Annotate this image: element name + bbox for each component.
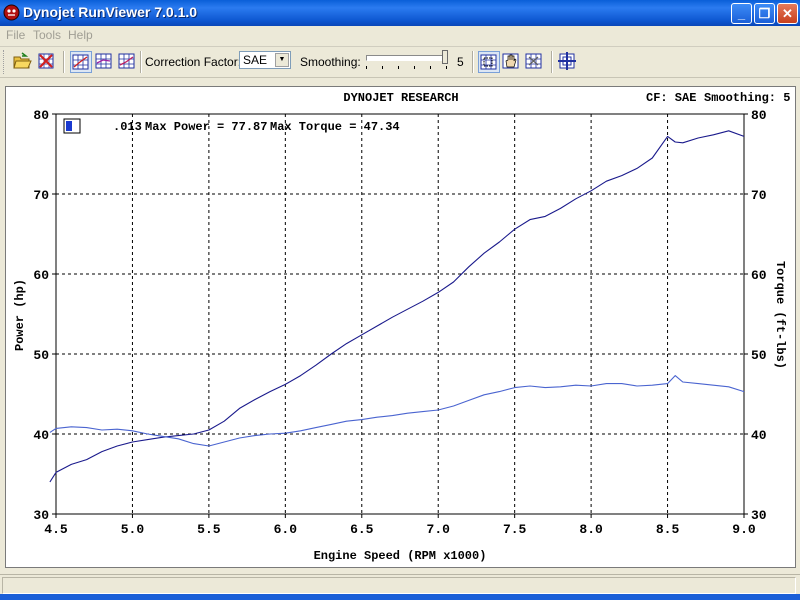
y2-tick-labels: 30 40 50 60 70 80 — [744, 108, 767, 523]
y-tick-labels: 30 40 50 60 70 80 — [33, 108, 56, 523]
y2-tick-label: 30 — [751, 508, 767, 523]
x-tick-label: 9.0 — [732, 522, 756, 537]
smoothing-label: Smoothing: — [300, 55, 361, 69]
y2-tick-label: 70 — [751, 188, 767, 203]
power-curve — [49, 130, 745, 483]
open-file-icon — [13, 52, 32, 69]
taskbar-edge — [0, 594, 800, 600]
menu-bar: File Tools Help — [0, 26, 800, 47]
close-run-button[interactable] — [36, 51, 58, 73]
correction-factor-label: Correction Factor: — [145, 55, 242, 69]
y-axis-label: Power (hp) — [13, 279, 27, 351]
dynojet-app-icon — [3, 4, 20, 21]
x-tick-label: 5.5 — [197, 522, 221, 537]
minimize-button[interactable]: _ — [731, 3, 752, 24]
torque-curve — [49, 375, 745, 447]
y-tick-label: 80 — [33, 108, 49, 123]
menu-file[interactable]: File — [6, 28, 26, 42]
x-tick-labels: 4.5 5.0 5.5 6.0 6.5 7.0 7.5 8.0 8.5 9.0 — [44, 514, 756, 537]
correction-factor-select[interactable]: SAE ▼ — [239, 51, 291, 69]
menu-tools[interactable]: Tools — [33, 28, 62, 42]
y-tick-label: 40 — [33, 428, 49, 443]
run-legend-swatch-fill — [66, 121, 72, 131]
close-run-icon — [38, 53, 54, 69]
y-tick-label: 70 — [33, 188, 49, 203]
crosshair-button[interactable] — [557, 51, 579, 73]
x-tick-label: 8.5 — [656, 522, 680, 537]
zoom-button[interactable] — [478, 51, 500, 73]
y-tick-label: 30 — [33, 508, 49, 523]
y-tick-label: 60 — [33, 268, 49, 283]
smoothing-header-label: Smoothing: 5 — [704, 91, 790, 105]
smoothing-slider-ticks — [366, 66, 448, 70]
close-button[interactable]: ✕ — [777, 3, 798, 24]
smoothing-slider-thumb[interactable] — [442, 50, 448, 64]
dyno-chart[interactable]: 4.5 5.0 5.5 6.0 6.5 7.0 7.5 8.0 8.5 9.0 30 40 50 60 7… — [6, 87, 795, 567]
chart-series — [49, 130, 745, 483]
toolbar-separator — [63, 51, 65, 73]
open-file-button[interactable] — [12, 51, 34, 73]
graph-view-1-icon — [72, 54, 89, 70]
maximize-button[interactable]: ❐ — [754, 3, 775, 24]
max-torque-label: Max Torque = 47.34 — [270, 120, 400, 134]
crosshair-icon — [558, 52, 576, 70]
smoothing-value: 5 — [457, 55, 464, 69]
toolbar-separator — [551, 51, 553, 73]
chart-grid — [56, 114, 744, 514]
graph-view-2-button[interactable] — [94, 51, 116, 73]
run-label: .013 — [113, 120, 142, 134]
plot-frame — [55, 113, 745, 515]
toolbar-separator — [140, 51, 142, 73]
pan-hand-icon — [502, 53, 519, 69]
menu-help[interactable]: Help — [68, 28, 93, 42]
cf-label: CF: SAE — [646, 91, 696, 105]
x-tick-label: 7.0 — [427, 522, 451, 537]
zoom-icon — [480, 54, 497, 70]
x-tick-label: 6.5 — [350, 522, 374, 537]
y-tick-label: 50 — [33, 348, 49, 363]
reset-zoom-icon — [525, 53, 542, 69]
window-title: Dynojet RunViewer 7.0.1.0 — [23, 4, 198, 20]
x-tick-label: 4.5 — [44, 522, 68, 537]
graph-view-3-icon — [118, 53, 135, 69]
chevron-down-icon[interactable]: ▼ — [275, 53, 289, 67]
y2-tick-label: 60 — [751, 268, 767, 283]
toolbar-separator — [472, 51, 474, 73]
toolbar-grip[interactable] — [3, 50, 7, 74]
chart-title: DYNOJET RESEARCH — [343, 91, 458, 105]
x-axis-label: Engine Speed (RPM x1000) — [314, 549, 487, 563]
dyno-chart-panel[interactable]: 4.5 5.0 5.5 6.0 6.5 7.0 7.5 8.0 8.5 9.0 30 40 50 60 7… — [5, 86, 796, 568]
x-tick-label: 5.0 — [121, 522, 145, 537]
status-panel — [2, 577, 796, 594]
graph-view-1-button[interactable] — [70, 51, 92, 73]
toolbar: Correction Factor: Smoothing: 5 — [0, 47, 800, 78]
y2-tick-label: 50 — [751, 348, 767, 363]
status-bar — [0, 574, 800, 595]
graph-view-3-button[interactable] — [117, 51, 139, 73]
smoothing-slider-track[interactable] — [366, 55, 448, 61]
x-tick-label: 8.0 — [579, 522, 603, 537]
y2-tick-label: 40 — [751, 428, 767, 443]
y2-tick-label: 80 — [751, 108, 767, 123]
reset-zoom-button[interactable] — [524, 51, 546, 73]
title-bar: Dynojet RunViewer 7.0.1.0 _ ❐ ✕ — [0, 0, 800, 26]
graph-view-2-icon — [95, 53, 112, 69]
y2-axis-label: Torque (ft-lbs) — [773, 261, 787, 369]
correction-factor-value: SAE — [243, 53, 268, 67]
x-tick-label: 6.0 — [274, 522, 298, 537]
max-power-label: Max Power = 77.87 — [145, 120, 267, 134]
x-tick-label: 7.5 — [503, 522, 527, 537]
pan-button[interactable] — [501, 51, 523, 73]
